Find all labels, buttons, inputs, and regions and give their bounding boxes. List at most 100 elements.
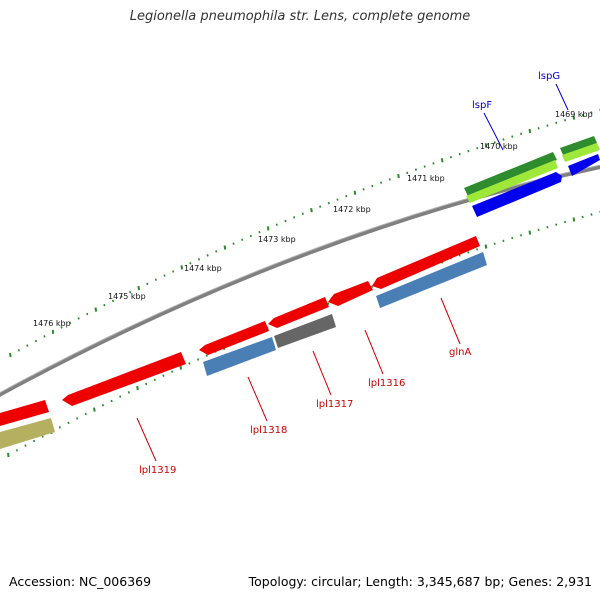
gene-feature-red-glnA[interactable] [372,236,480,289]
tick-mark [345,194,348,198]
tick-mark [563,119,567,122]
gene-feature-blue-lpl1318[interactable] [203,337,276,376]
tick-mark [353,190,357,195]
tick-mark [215,250,218,253]
tick-label: 1469 kbp [555,110,593,119]
gene-feature-gray-lpl1317[interactable] [274,314,336,348]
tick-mark [154,278,157,281]
tick-mark [17,349,20,352]
gene-label[interactable]: lpl1319 [139,465,176,476]
gene-feature-green-light-2[interactable] [562,143,600,162]
tick-mark [537,127,540,130]
tick-mark [511,236,514,240]
tick-mark [493,141,496,144]
tick-mark [162,374,165,377]
tick-mark [528,128,532,134]
tick-mark [51,329,55,335]
tick-mark [15,449,18,452]
gene-leader-line [364,329,384,375]
tick-mark [206,254,209,257]
tick-mark [93,407,96,412]
tick-label: 1471 kbp [407,174,445,183]
genome-backbone-highlight [0,164,600,394]
tick-mark [119,395,122,398]
tick-mark [362,188,365,191]
gene-lpl1318-track[interactable] [199,321,276,376]
tick-label: 1470 kbp [480,142,518,151]
tick-mark [319,205,322,208]
gene-feature-red-lpl1316[interactable] [328,281,373,306]
tick-mark [179,365,183,370]
gene-feature-green-dark[interactable] [464,152,557,196]
gene-label[interactable]: lpl1316 [368,378,405,389]
gene-feature-green-dark-2[interactable] [560,136,597,155]
gene-feature-blue-forward[interactable] [472,172,562,217]
tick-mark [467,251,470,254]
tick-mark [546,124,549,127]
accession-text: Accession: NC_006369 [9,574,152,589]
tick-label: 1476 kbp [33,319,71,328]
gene-lpl1317-track[interactable] [268,297,336,348]
gene-leader-line [483,112,504,151]
gene-feature-olive-left[interactable] [0,418,55,449]
tick-mark [406,171,409,175]
gene-label[interactable]: lspG [538,71,560,82]
tick-mark [266,226,270,231]
gene-feature-red-left[interactable] [0,400,49,426]
tick-mark [197,358,200,361]
tick-mark [555,223,558,226]
genome-summary-text: Topology: circular; Length: 3,345,687 bp… [248,574,592,589]
tick-mark [511,135,514,138]
tick-mark [7,452,10,458]
gene-lspG-track[interactable] [560,136,600,176]
tick-mark [590,213,593,216]
map-title: Legionella pneumophila str. Lens, comple… [129,9,471,24]
tick-mark [77,317,80,320]
tick-mark [145,382,148,386]
tick-mark [223,245,227,250]
tick-mark [180,265,184,270]
tick-mark [310,208,313,213]
tick-labels: 1469 kbp 1470 kbp 1471 kbp 1472 kbp 1473 kbp… [33,110,593,328]
gene-label[interactable]: lpl1318 [250,425,287,436]
tick-mark [127,391,130,394]
tick-label: 1473 kbp [258,235,296,244]
gene-label[interactable]: glnA [449,347,471,358]
tick-mark [327,201,330,205]
gene-lpl1319-track[interactable] [62,352,186,406]
tick-mark [414,168,418,171]
tick-mark [111,299,115,303]
tick-mark [493,242,496,245]
gene-feature-blue-forward-2[interactable] [568,154,600,176]
gene-leader-line [247,376,268,422]
tick-mark [163,274,166,277]
tick-mark [172,270,175,273]
tick-mark [101,404,105,407]
gene-feature-red-lpl1318[interactable] [199,321,269,355]
gene-label[interactable]: lpl1317 [316,399,353,410]
tick-mark [563,220,567,224]
tick-mark [301,212,304,215]
gene-feature-red-lpl1319[interactable] [62,352,186,406]
gene-leader-line [312,350,332,396]
tick-mark [129,291,132,294]
tick-mark [590,111,593,114]
tick-mark [171,370,174,373]
gene-label[interactable]: lspF [472,100,492,111]
gene-left-edge-track[interactable] [0,400,55,449]
tick-mark [232,242,235,245]
gene-leader-line [555,83,569,111]
tick-mark [502,239,505,243]
gene-feature-red-lpl1317[interactable] [268,297,329,328]
gene-feature-green-light[interactable] [466,160,558,203]
tick-mark [24,444,27,447]
gene-leader-line [440,297,461,345]
tick-mark [379,181,383,184]
tick-mark [572,115,576,120]
gene-feature-blue-glnA[interactable] [376,252,487,308]
gene-glnA-track[interactable] [372,236,487,308]
tick-mark [60,326,63,329]
gene-lpl1316-track[interactable] [328,281,373,306]
tick-mark [371,184,374,188]
gene-lspF-track[interactable] [464,152,562,217]
